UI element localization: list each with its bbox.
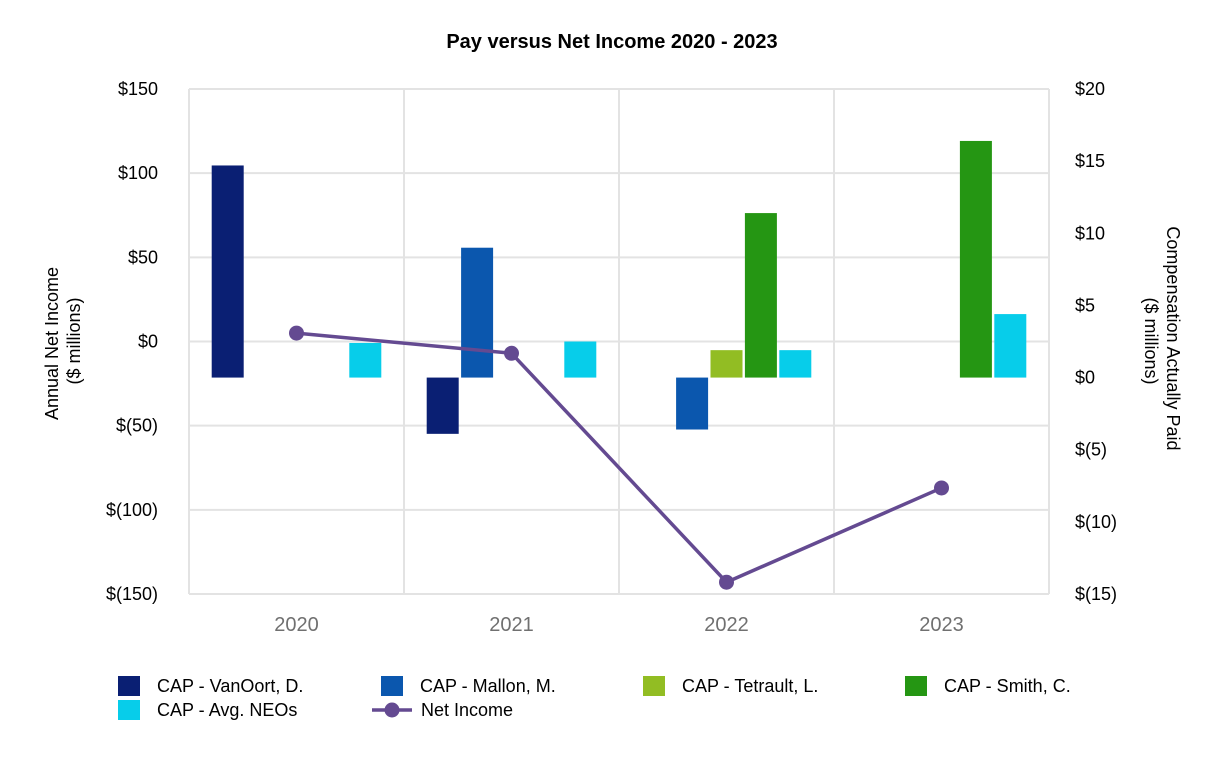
legend-label: CAP - Mallon, M. [420,676,556,696]
net-income-point [504,345,519,361]
right-tick-label: $0 [1075,368,1095,388]
left-axis-label: Annual Net Income ($ millions) [42,262,84,420]
x-tick-label: 2020 [274,614,319,636]
right-tick-label: $(10) [1075,512,1117,532]
net-income-point [719,574,734,590]
right-tick-label: $5 [1075,295,1095,315]
chart-title: Pay versus Net Income 2020 - 2023 [446,31,777,53]
gridlines [188,88,1050,595]
legend-label: CAP - VanOort, D. [157,676,303,696]
left-axis-label-line2: ($ millions) [64,297,84,384]
legend-swatch [118,676,140,696]
bar [426,377,459,434]
legend-marker [384,702,400,718]
bar [710,350,743,378]
bar [349,342,382,378]
x-tick-label: 2022 [704,614,749,636]
right-tick-label: $(5) [1075,440,1107,460]
bar-layer [211,140,1027,434]
legend-swatch [643,676,665,696]
bar [564,341,597,378]
legend-label: CAP - Avg. NEOs [157,700,297,720]
bar [461,247,494,378]
legend-label: Net Income [421,700,513,720]
legend-label: CAP - Tetrault, L. [682,676,818,696]
left-axis-ticks: $150 $100 $50 $0 $(50) $(100) $(150) [106,79,158,604]
bar [676,377,709,430]
legend: CAP - VanOort, D. CAP - Mallon, M. CAP - T… [118,676,1071,720]
bar [779,350,812,378]
right-axis-label: Compensation Actually Paid ($ millions) [1141,226,1183,455]
bar [744,213,777,378]
left-tick-label: $(150) [106,584,158,604]
bar [959,140,992,378]
legend-swatch [118,700,140,720]
x-axis-ticks: 2020 2021 2022 2023 [274,614,964,636]
left-tick-label: $0 [138,332,158,352]
net-income-line [296,331,943,584]
right-tick-label: $(15) [1075,584,1117,604]
right-tick-label: $10 [1075,223,1105,243]
right-axis-label-line1: Compensation Actually Paid [1163,226,1183,450]
bar [994,314,1027,378]
legend-label: CAP - Smith, C. [944,676,1071,696]
left-tick-label: $100 [118,163,158,183]
net-income-point [934,480,949,496]
left-tick-label: $150 [118,79,158,99]
right-axis-label-line2: ($ millions) [1141,297,1161,384]
line-layer [289,325,949,590]
legend-swatch [905,676,927,696]
right-axis-ticks: $20 $15 $10 $5 $0 $(5) $(10) $(15) [1075,79,1117,604]
left-axis-label-line1: Annual Net Income [42,267,62,420]
net-income-point [289,325,304,341]
left-tick-label: $50 [128,247,158,267]
right-tick-label: $20 [1075,79,1105,99]
right-tick-label: $15 [1075,151,1105,171]
left-tick-label: $(50) [116,416,158,436]
x-tick-label: 2023 [919,614,964,636]
legend-swatch [381,676,403,696]
bar [211,165,244,378]
left-tick-label: $(100) [106,500,158,520]
x-tick-label: 2021 [489,614,534,636]
